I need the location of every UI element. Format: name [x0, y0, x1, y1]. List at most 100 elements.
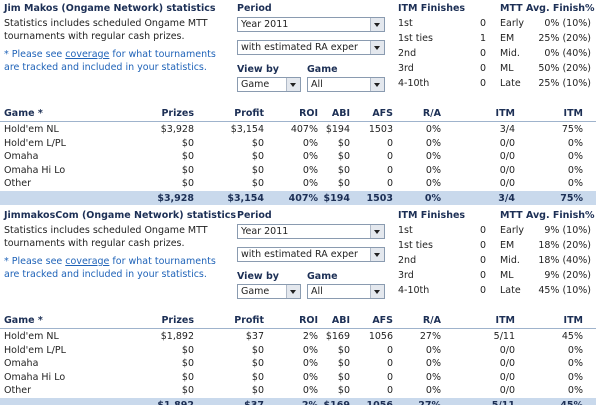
stat-cell: 0%	[302, 178, 318, 189]
finish-label: ML	[500, 63, 514, 74]
stat-cell: $194	[325, 124, 350, 135]
itm-label: 1st ties	[398, 33, 433, 44]
column-header: Prizes	[161, 315, 194, 326]
total-cell: $169	[270, 399, 350, 405]
stat-cell: 0%	[567, 151, 583, 162]
itm-count: 1	[479, 33, 486, 44]
stat-cell: 0%	[302, 344, 318, 356]
description: Statistics includes scheduled Ongame MTT…	[4, 18, 208, 42]
stat-cell: 0/0	[499, 178, 515, 189]
game-name: Omaha Hi Lo	[4, 164, 66, 176]
select-value: All	[311, 79, 323, 90]
coverage-link[interactable]: coverage	[65, 49, 110, 60]
period-select[interactable]: Year 2011	[237, 17, 385, 32]
stat-cell: 0	[386, 137, 393, 149]
stat-cell: $0	[251, 371, 264, 383]
mode-select[interactable]: with estimated RA exper	[237, 40, 385, 55]
itm-label: 1st	[398, 18, 413, 29]
total-cell: 407%	[288, 193, 318, 204]
stat-cell: $0	[337, 151, 350, 162]
mode-select[interactable]: with estimated RA exper	[237, 247, 385, 262]
column-header: ITM	[563, 108, 583, 119]
select-value: with estimated RA exper	[241, 42, 358, 53]
stat-cell: $0	[251, 385, 264, 396]
view-by-select[interactable]: Game	[237, 77, 301, 92]
note-text: for what tournaments are tracked and inc…	[4, 49, 216, 73]
stat-cell: $0	[251, 358, 264, 369]
stat-cell: 0%	[302, 164, 318, 176]
game-select[interactable]: All	[307, 77, 385, 92]
stat-cell: 0	[386, 358, 393, 369]
stat-cell: 0%	[567, 385, 583, 396]
finish-value: 50% (20%)	[538, 63, 591, 74]
period-select[interactable]: Year 2011	[237, 224, 385, 239]
game-label: Game	[307, 64, 338, 75]
itm-label: 2nd	[398, 48, 417, 59]
game-select[interactable]: All	[307, 284, 385, 299]
stat-cell: 0%	[567, 164, 583, 176]
stat-cell: 0%	[425, 164, 441, 176]
stat-cell: 0%	[302, 358, 318, 369]
stat-cell: $0	[181, 385, 194, 396]
stat-cell: 0%	[425, 344, 441, 356]
stat-cell: $1,892	[160, 331, 194, 342]
itm-label: 3rd	[398, 270, 414, 281]
stat-cell: 1056	[368, 331, 393, 342]
select-value: with estimated RA exper	[241, 249, 358, 260]
column-header: R/A	[422, 108, 441, 119]
finish-value: 25% (10%)	[538, 78, 591, 89]
column-header: Prizes	[161, 108, 194, 119]
column-header: ROI	[299, 108, 318, 119]
finish-value: 0% (40%)	[544, 48, 591, 59]
itm-count: 0	[479, 255, 486, 266]
stat-cell: $0	[181, 137, 194, 149]
stat-cell: $0	[337, 344, 350, 356]
view-by-label: View by	[237, 64, 279, 75]
stat-cell: 0%	[425, 137, 441, 149]
select-value: Year 2011	[241, 226, 289, 237]
stat-cell: 0	[386, 164, 393, 176]
stat-cell: $0	[337, 164, 350, 176]
stat-cell: 0/0	[499, 385, 515, 396]
total-cell: 5/11	[435, 399, 515, 405]
finish-label: Early	[500, 225, 524, 236]
finish-value: 9% (20%)	[544, 270, 591, 281]
column-header: AFS	[372, 108, 393, 119]
stat-cell: $0	[251, 151, 264, 162]
finish-label: Late	[500, 285, 521, 296]
column-header: Game *	[4, 108, 43, 119]
select-arrow	[370, 285, 384, 298]
stat-cell: 0	[386, 385, 393, 396]
itm-label: 3rd	[398, 63, 414, 74]
stat-cell: 0%	[425, 358, 441, 369]
select-arrow	[370, 225, 384, 238]
itm-label: 1st ties	[398, 240, 433, 251]
stat-cell: $0	[181, 371, 194, 383]
stat-cell: 0	[386, 151, 393, 162]
stat-cell: 0/0	[499, 137, 515, 149]
select-arrow	[286, 285, 300, 298]
itm-label: 4-10th	[398, 285, 430, 296]
itm-title: ITM Finishes	[398, 210, 466, 221]
stat-cell: 0%	[302, 385, 318, 396]
stat-cell: 0/0	[499, 344, 515, 356]
stat-cell: 0/0	[499, 358, 515, 369]
finish-label: Mid.	[500, 255, 520, 266]
note-text: * Please see	[4, 256, 66, 267]
coverage-link[interactable]: coverage	[65, 256, 110, 267]
coverage-note: * Please see coverage for what tournamen…	[4, 255, 232, 281]
finish-label: EM	[500, 240, 515, 251]
total-cell: 1056	[313, 399, 393, 405]
stat-cell: 0%	[302, 151, 318, 162]
select-value: Year 2011	[241, 19, 289, 30]
game-name: Omaha	[4, 151, 39, 162]
total-row	[0, 398, 596, 405]
itm-label: 1st	[398, 225, 413, 236]
stat-cell: 5/11	[493, 331, 515, 342]
view-by-select[interactable]: Game	[237, 284, 301, 299]
stat-cell: 0%	[567, 371, 583, 383]
select-arrow	[370, 41, 384, 54]
stat-cell: $0	[181, 344, 194, 356]
stat-cell: $0	[251, 164, 264, 176]
